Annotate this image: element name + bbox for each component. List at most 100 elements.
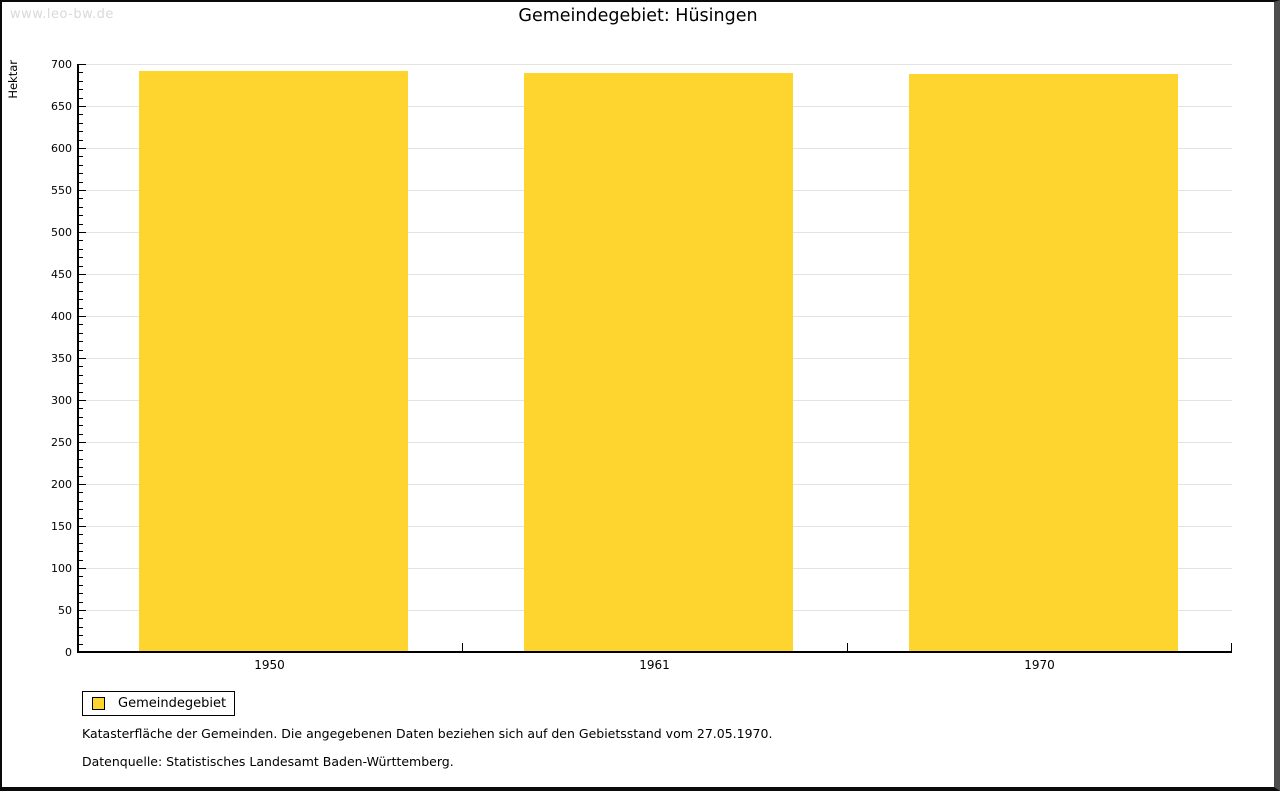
y-major-tick-450 [79, 274, 86, 275]
y-minor-tick-220 [79, 467, 83, 469]
y-major-tick-200 [79, 484, 86, 485]
y-tick-label-0: 0 [65, 646, 72, 659]
y-minor-tick-370 [79, 341, 83, 343]
x-tick-label-1950: 1950 [254, 658, 285, 672]
y-minor-tick-380 [79, 332, 83, 334]
y-minor-tick-130 [79, 542, 83, 544]
y-minor-tick-580 [79, 164, 83, 166]
y-minor-tick-660 [79, 97, 83, 99]
y-major-tick-150 [79, 526, 86, 527]
y-minor-tick-280 [79, 416, 83, 418]
y-tick-label-400: 400 [51, 310, 72, 323]
legend-box: Gemeindegebiet [82, 691, 235, 716]
y-minor-tick-620 [79, 131, 83, 133]
y-minor-tick-10 [79, 643, 83, 645]
y-minor-tick-430 [79, 290, 83, 292]
y-minor-tick-560 [79, 181, 83, 183]
y-minor-tick-610 [79, 139, 83, 141]
y-tick-label-600: 600 [51, 142, 72, 155]
y-minor-tick-70 [79, 593, 83, 595]
y-minor-tick-670 [79, 89, 83, 91]
y-major-tick-400 [79, 316, 86, 317]
y-tick-label-700: 700 [51, 58, 72, 71]
y-tick-label-250: 250 [51, 436, 72, 449]
y-minor-tick-360 [79, 349, 83, 351]
x-tick-label-1961: 1961 [639, 658, 670, 672]
y-minor-tick-210 [79, 475, 83, 477]
y-minor-tick-30 [79, 626, 83, 628]
y-minor-tick-270 [79, 425, 83, 427]
gridline-700 [77, 64, 1232, 65]
y-tick-label-500: 500 [51, 226, 72, 239]
y-minor-tick-170 [79, 509, 83, 511]
y-tick-label-200: 200 [51, 478, 72, 491]
y-major-tick-350 [79, 358, 86, 359]
plot-area [77, 64, 1232, 653]
y-minor-tick-640 [79, 114, 83, 116]
legend-swatch-gemeindegebiet [92, 697, 105, 710]
y-minor-tick-340 [79, 366, 83, 368]
y-minor-tick-290 [79, 408, 83, 410]
y-minor-tick-140 [79, 534, 83, 536]
y-major-tick-600 [79, 148, 86, 149]
y-major-tick-700 [79, 64, 86, 65]
y-minor-tick-470 [79, 257, 83, 259]
legend-label: Gemeindegebiet [118, 696, 227, 711]
y-tick-label-150: 150 [51, 520, 72, 533]
y-minor-tick-160 [79, 517, 83, 519]
y-minor-tick-230 [79, 458, 83, 460]
y-minor-tick-180 [79, 500, 83, 502]
x-axis-end-tick [1231, 643, 1232, 652]
y-minor-tick-530 [79, 206, 83, 208]
y-minor-tick-240 [79, 450, 83, 452]
y-tick-label-550: 550 [51, 184, 72, 197]
y-minor-tick-190 [79, 492, 83, 494]
bar-1961 [524, 73, 793, 651]
y-minor-tick-590 [79, 156, 83, 158]
y-major-tick-550 [79, 190, 86, 191]
y-minor-tick-520 [79, 215, 83, 217]
y-minor-tick-80 [79, 584, 83, 586]
footnote-datenquelle: Datenquelle: Statistisches Landesamt Bad… [82, 754, 454, 769]
y-minor-tick-260 [79, 433, 83, 435]
y-tick-label-100: 100 [51, 562, 72, 575]
y-minor-tick-330 [79, 374, 83, 376]
y-tick-label-50: 50 [58, 604, 72, 617]
y-minor-tick-60 [79, 601, 83, 603]
y-minor-tick-480 [79, 248, 83, 250]
y-minor-tick-320 [79, 383, 83, 385]
y-tick-label-450: 450 [51, 268, 72, 281]
y-tick-label-650: 650 [51, 100, 72, 113]
y-minor-tick-440 [79, 282, 83, 284]
y-major-tick-650 [79, 106, 86, 107]
x-boundary-tick-1 [462, 643, 463, 652]
chart-title: Gemeindegebiet: Hüsingen [518, 6, 758, 26]
y-tick-label-350: 350 [51, 352, 72, 365]
y-minor-tick-540 [79, 198, 83, 200]
y-minor-tick-630 [79, 122, 83, 124]
y-major-tick-250 [79, 442, 86, 443]
leo-bw-watermark: www.leo-bw.de [10, 7, 114, 22]
y-major-tick-500 [79, 232, 86, 233]
y-minor-tick-510 [79, 223, 83, 225]
footnote-gebietsstand: Katasterfläche der Gemeinden. Die angege… [82, 726, 773, 741]
y-major-tick-0 [79, 652, 86, 653]
y-axis-line [77, 64, 79, 652]
y-minor-tick-390 [79, 324, 83, 326]
x-boundary-tick-2 [847, 643, 848, 652]
y-minor-tick-690 [79, 72, 83, 74]
y-minor-tick-20 [79, 635, 83, 637]
y-tick-label-300: 300 [51, 394, 72, 407]
y-minor-tick-90 [79, 576, 83, 578]
y-minor-tick-310 [79, 391, 83, 393]
y-minor-tick-40 [79, 618, 83, 620]
y-minor-tick-570 [79, 173, 83, 175]
y-minor-tick-110 [79, 559, 83, 561]
x-tick-label-1970: 1970 [1024, 658, 1055, 672]
y-major-tick-100 [79, 568, 86, 569]
y-minor-tick-420 [79, 299, 83, 301]
bar-1950 [139, 71, 408, 651]
y-major-tick-50 [79, 610, 86, 611]
y-minor-tick-410 [79, 307, 83, 309]
